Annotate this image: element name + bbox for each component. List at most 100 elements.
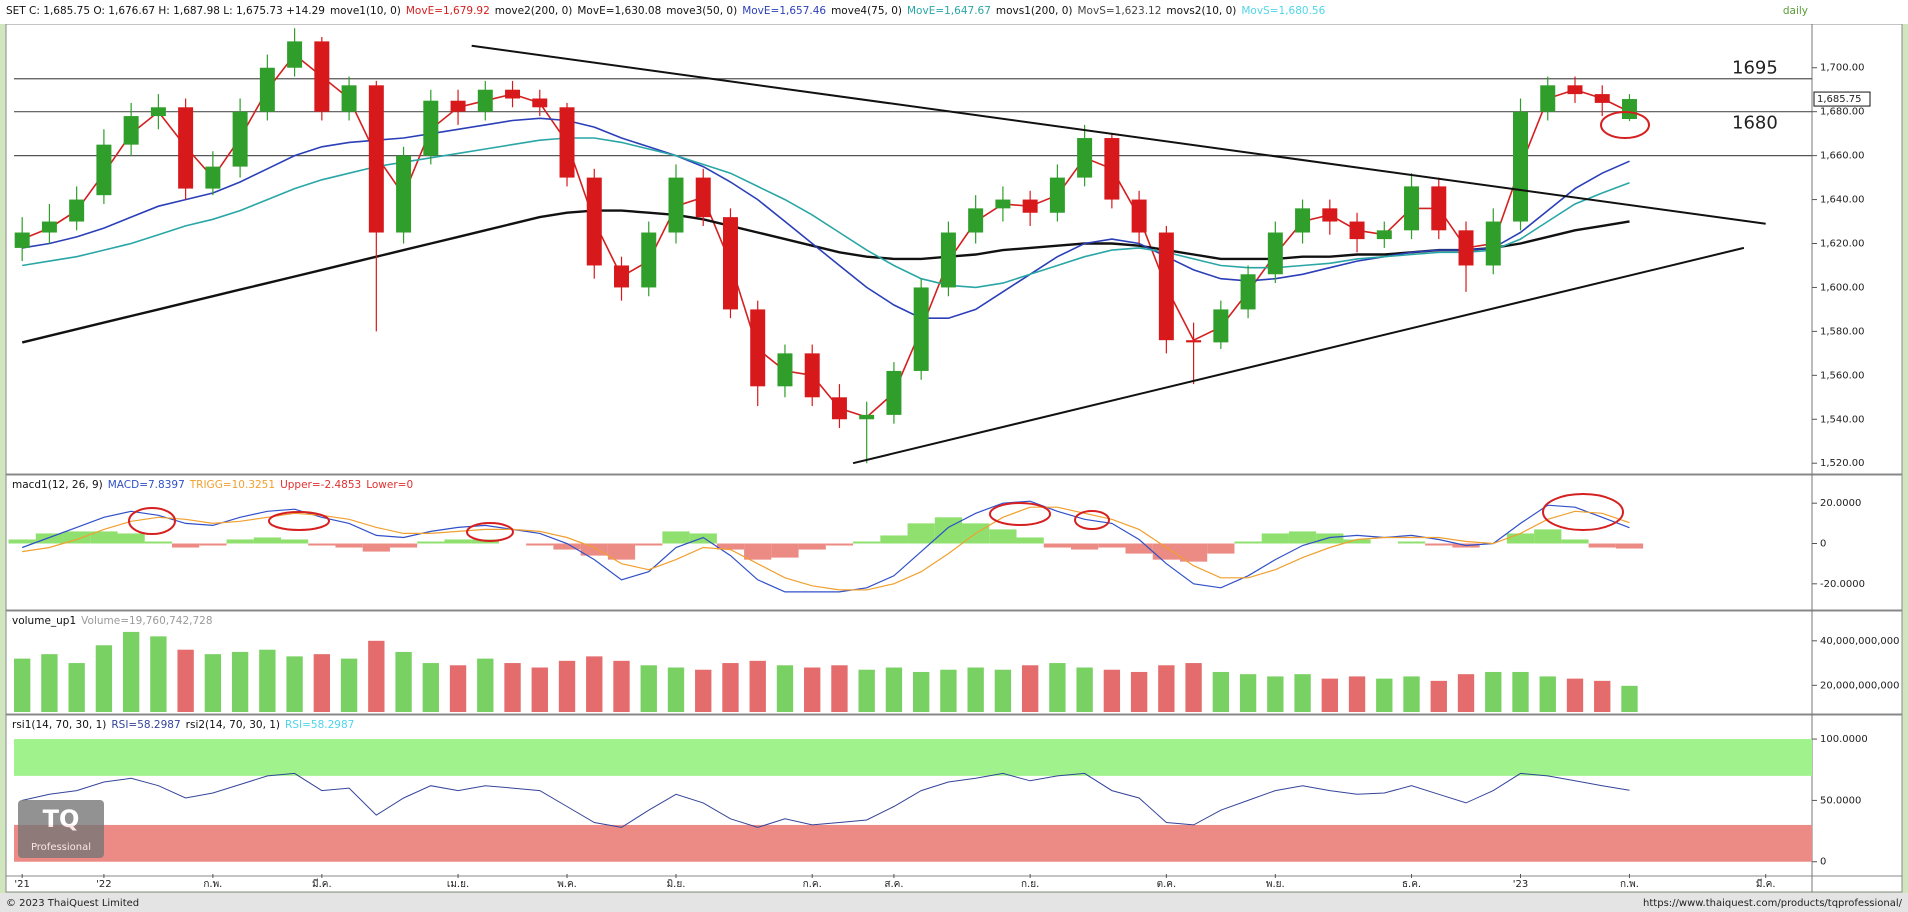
histogram-bar [335, 543, 363, 548]
histogram-bar [1506, 533, 1535, 544]
y-tick-label: 1,680.00 [1820, 107, 1865, 118]
volume-bar [1239, 674, 1257, 712]
candle-body [232, 111, 248, 167]
candle-body [505, 89, 521, 99]
candle-body [69, 199, 85, 222]
volume-bar [1566, 678, 1584, 712]
volume-bar [885, 667, 903, 712]
histogram-bar [716, 543, 745, 550]
volume-bar [1021, 665, 1039, 712]
volume-bar [858, 669, 875, 712]
candle-body [831, 397, 847, 420]
y-tick-label: 20,000,000,000 [1820, 680, 1900, 691]
x-tick-label: มิ.ย. [667, 879, 686, 890]
x-tick-label: เม.ย. [447, 879, 469, 890]
volume-bar [940, 669, 957, 712]
candle-body [804, 353, 820, 398]
macd-line [21, 500, 1630, 593]
candle-body [1458, 230, 1474, 266]
candle-body [777, 353, 793, 387]
candle-body [341, 85, 357, 112]
volume-bar [558, 660, 576, 712]
candle-body [968, 208, 984, 233]
price-tag-box [1813, 91, 1871, 107]
candle-body [641, 232, 657, 288]
volume-bar [95, 645, 113, 712]
histogram-bar [1098, 543, 1126, 548]
y-tick-label: 1,640.00 [1820, 195, 1865, 206]
macd-legend: macd1(12, 26, 9) MACD=7.8397 TRIGG=10.3251… [12, 479, 418, 491]
legend-note: Upper=-2.4853 [280, 479, 362, 491]
legend-name: TRIGG=10.3251 [189, 479, 276, 491]
histogram-bar [35, 533, 64, 544]
candle-body [205, 166, 221, 189]
volume-bar [1621, 685, 1638, 712]
histogram-bar [934, 517, 963, 544]
volume-bar [1457, 674, 1475, 712]
candle-body [750, 309, 766, 387]
histogram-bar [280, 539, 309, 544]
annotations [128, 111, 1650, 542]
legend-value: MovS=1,623.12 [1077, 5, 1162, 17]
candle-body [695, 177, 711, 218]
histogram-bar [199, 543, 227, 546]
volume-bar [1539, 676, 1556, 712]
volume-bar [204, 654, 222, 712]
panel-title: volume_up1 [12, 615, 77, 627]
candle-body [178, 107, 194, 189]
trendline [471, 44, 1766, 225]
candle-body [1594, 94, 1610, 103]
volume-bar [1430, 680, 1447, 712]
histogram-bar [1615, 543, 1644, 549]
y-tick-label: 1,520.00 [1820, 458, 1865, 469]
volume-bar [1185, 663, 1202, 712]
header-bar: SET C: 1,685.75 O: 1,676.67 H: 1,687.98 … [0, 0, 1908, 24]
volume-bar [804, 667, 821, 712]
volume-bar [449, 665, 467, 712]
legend-value: MovS=1,680.56 [1241, 5, 1326, 17]
candle-body [477, 89, 493, 112]
legend-value: RSI=58.2987 [111, 719, 181, 731]
histogram-bar [526, 543, 554, 546]
legend-note: Lower=0 [366, 479, 414, 491]
histogram-bar [744, 543, 772, 560]
y-tick-label: 0 [1820, 857, 1826, 868]
candle-body [668, 177, 684, 233]
histogram-bar [853, 541, 881, 544]
histogram-bar [362, 543, 390, 552]
candle-body [1322, 208, 1338, 222]
histogram-bar [825, 543, 854, 546]
panel-title: SET C: 1,685.75 O: 1,676.67 H: 1,687.98 … [6, 5, 325, 17]
volume-bar [1321, 678, 1338, 712]
histogram-bar [1207, 543, 1235, 554]
histogram-bar [607, 543, 636, 560]
volume-bar [994, 669, 1012, 712]
candle-body [586, 177, 602, 266]
level-label: 1680 [1732, 113, 1778, 134]
histogram-bar [662, 531, 690, 544]
candle-body [1240, 274, 1256, 310]
y-tick-label: 1,560.00 [1820, 370, 1865, 381]
legend-value: MovE=1,647.67 [907, 5, 991, 17]
candle-body [1022, 199, 1038, 213]
rsi-legend: rsi1(14, 70, 30, 1) RSI=58.2987 rsi2(14, 7… [12, 719, 359, 731]
rsi-line [22, 772, 1630, 828]
candle-body [1376, 230, 1392, 240]
candle-body [1567, 85, 1583, 95]
y-tick-label: 1,700.00 [1820, 63, 1865, 74]
x-tick-label: ส.ค. [884, 879, 903, 890]
candle-body [259, 67, 275, 112]
histogram-bar [172, 543, 200, 548]
y-tick-label: 0 [1820, 539, 1826, 550]
rsi-zone [14, 739, 1812, 776]
volume-bar [1158, 665, 1175, 712]
legend-name: rsi2(14, 70, 30, 1) [185, 719, 281, 731]
x-tick-label: มี.ค. [312, 878, 332, 890]
volume-bar [14, 658, 31, 712]
candle-body [559, 107, 575, 178]
y-tick-label: 20.0000 [1820, 498, 1861, 509]
candle-body [1621, 99, 1637, 120]
histogram-bar [1343, 539, 1371, 544]
logo-box [18, 800, 104, 858]
